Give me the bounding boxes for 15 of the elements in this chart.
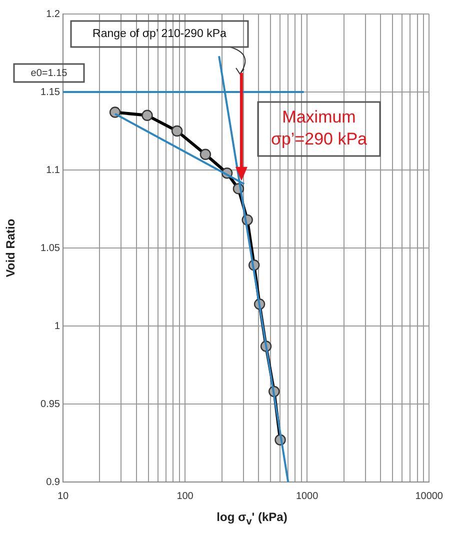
annotation: Range of σp’ 210-290 kPa	[92, 28, 228, 40]
x-axis-title: log σ$_{v}$' (kPa)	[216, 510, 288, 528]
y-tick-label: 1.05	[40, 242, 60, 254]
y-axis-title: Void Ratio	[4, 218, 18, 278]
x-tick-label: 100	[176, 490, 194, 502]
y-tick-label: 1.1	[46, 164, 60, 176]
y-tick-label: 1.2	[46, 8, 60, 20]
y-tick-label: 0.95	[40, 398, 60, 410]
y-tick-label: 1	[54, 320, 60, 332]
x-tick-label: 10000	[415, 490, 444, 502]
annotation: Maximum σp’=290 kPa	[270, 108, 368, 149]
x-tick-label: 10	[57, 490, 69, 502]
y-tick-label: 0.9	[46, 476, 60, 488]
y-tick-label: 1.15	[40, 86, 60, 98]
x-tick-label: 1000	[296, 490, 319, 502]
